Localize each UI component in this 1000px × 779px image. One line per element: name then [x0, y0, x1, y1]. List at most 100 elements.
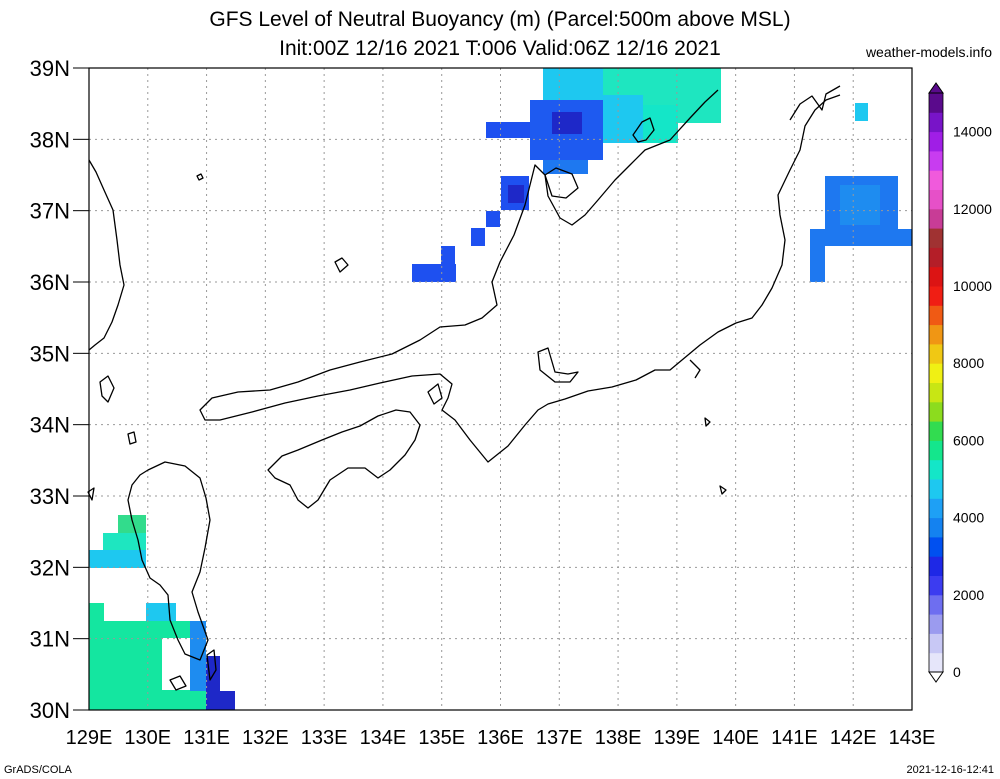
coast-yakushima — [169, 675, 187, 691]
colorbar-swatch — [929, 421, 943, 441]
shade-cell — [89, 603, 104, 621]
shade-cell — [840, 185, 880, 225]
lon-label: 136E — [477, 727, 524, 749]
lon-label: 133E — [301, 727, 348, 749]
colorbar-label: 14000 — [953, 124, 992, 140]
colorbar-frame — [928, 92, 944, 673]
coast-noto — [544, 167, 579, 199]
colorbar-swatch — [929, 556, 943, 576]
coast-kyushu — [127, 461, 211, 661]
colorbar-swatch — [929, 131, 943, 152]
coast-tsushima — [99, 375, 115, 403]
colorbar-swatch — [929, 189, 943, 210]
colorbar-label: 4000 — [953, 510, 984, 526]
coast-izu — [689, 359, 701, 379]
lat-label: 34N — [30, 413, 70, 438]
lat-label: 30N — [30, 698, 70, 723]
colorbar-swatch — [929, 208, 943, 229]
shade-cell — [89, 638, 162, 710]
lon-label: 134E — [360, 727, 407, 749]
coast-sado — [632, 117, 655, 143]
lon-label: 137E — [536, 727, 583, 749]
colorbar-swatch — [929, 401, 943, 422]
shade-cell — [508, 185, 524, 203]
lat-label: 37N — [30, 199, 70, 224]
lat-label: 32N — [30, 555, 70, 580]
colorbar-swatch — [929, 228, 943, 248]
colorbar-label: 10000 — [953, 278, 992, 294]
colorbar-swatch — [929, 305, 943, 326]
colorbar-label: 6000 — [953, 432, 984, 448]
shade-cell — [118, 515, 146, 533]
shade-cell — [543, 160, 588, 174]
lon-label: 138E — [595, 727, 642, 749]
lon-label: 141E — [771, 727, 818, 749]
colorbar-swatch — [929, 594, 943, 615]
coast-korea — [88, 159, 125, 351]
colorbar-swatch — [929, 170, 943, 190]
colorbar-swatch — [929, 363, 943, 383]
coast-jeju — [87, 487, 95, 501]
lat-label: 33N — [30, 484, 70, 509]
shade-cell — [89, 550, 146, 568]
lon-axis-labels: 129E 130E 131E 132E 133E 134E 135E 136E 137E 138E… — [66, 727, 936, 749]
lon-label: 132E — [242, 727, 289, 749]
colorbar-swatch — [929, 266, 943, 287]
map-frame — [88, 67, 913, 711]
shade-cell — [412, 264, 456, 282]
colorbar-swatch — [929, 343, 943, 364]
colorbar-swatch — [929, 112, 943, 133]
coast-hachijo — [719, 485, 727, 495]
colorbar-swatch — [929, 479, 943, 499]
shade-cell — [206, 691, 235, 710]
lon-label: 130E — [124, 727, 171, 749]
coast-goto — [127, 431, 137, 445]
colorbar-label: 8000 — [953, 355, 984, 371]
shade-cell — [146, 603, 176, 621]
shade-cell — [89, 621, 206, 638]
shade-cell — [486, 211, 500, 227]
shade-cell — [810, 229, 912, 246]
colorbar-label: 12000 — [953, 201, 992, 217]
coast-honshu — [199, 89, 841, 463]
lon-label: 131E — [183, 727, 230, 749]
chart-subtitle: Init:00Z 12/16 2021 T:006 Valid:06Z 12/1… — [279, 37, 721, 60]
lat-label: 36N — [30, 270, 70, 295]
grid-lines — [89, 68, 912, 710]
colorbar-bottom-arrow — [928, 671, 944, 683]
colorbar-swatch — [929, 459, 943, 480]
shade-cell — [162, 690, 206, 710]
lon-label: 143E — [889, 727, 936, 749]
lon-label: 139E — [653, 727, 700, 749]
lat-label: 39N — [30, 56, 70, 81]
shade-cell — [441, 246, 455, 264]
lat-axis-labels: 39N 38N 37N 36N 35N 34N 33N 32N 31N 30N — [30, 56, 89, 723]
colorbar-swatch — [929, 247, 943, 268]
lon-label: 140E — [712, 727, 759, 749]
lon-label: 142E — [830, 727, 877, 749]
shade-cell — [855, 103, 868, 121]
colorbar-swatch — [929, 440, 943, 461]
chart-title: GFS Level of Neutral Buoyancy (m) (Parce… — [209, 8, 791, 31]
colorbar-top-arrow — [928, 82, 944, 94]
colorbar-swatch — [929, 286, 943, 306]
colorbar: 14000 12000 10000 8000 6000 4000 2000 0 — [928, 82, 992, 683]
colorbar-swatch — [929, 324, 943, 345]
site-credit: weather-models.info — [865, 44, 992, 60]
colorbar-swatch — [929, 633, 943, 654]
colorbar-swatch — [929, 517, 943, 538]
colorbar-swatch — [929, 93, 943, 113]
shade-cell — [810, 246, 825, 282]
colorbar-swatch — [929, 498, 943, 519]
colorbar-swatch — [929, 150, 943, 171]
coast-awaji — [427, 383, 443, 405]
colorbar-swatch — [929, 652, 943, 673]
shade-cell — [552, 112, 582, 134]
coast-miyake — [704, 417, 711, 427]
shade-cell — [103, 533, 146, 550]
colorbar-label: 0 — [953, 664, 961, 680]
lat-label: 38N — [30, 127, 70, 152]
coast-shikoku — [267, 409, 421, 509]
coastlines — [87, 85, 841, 691]
